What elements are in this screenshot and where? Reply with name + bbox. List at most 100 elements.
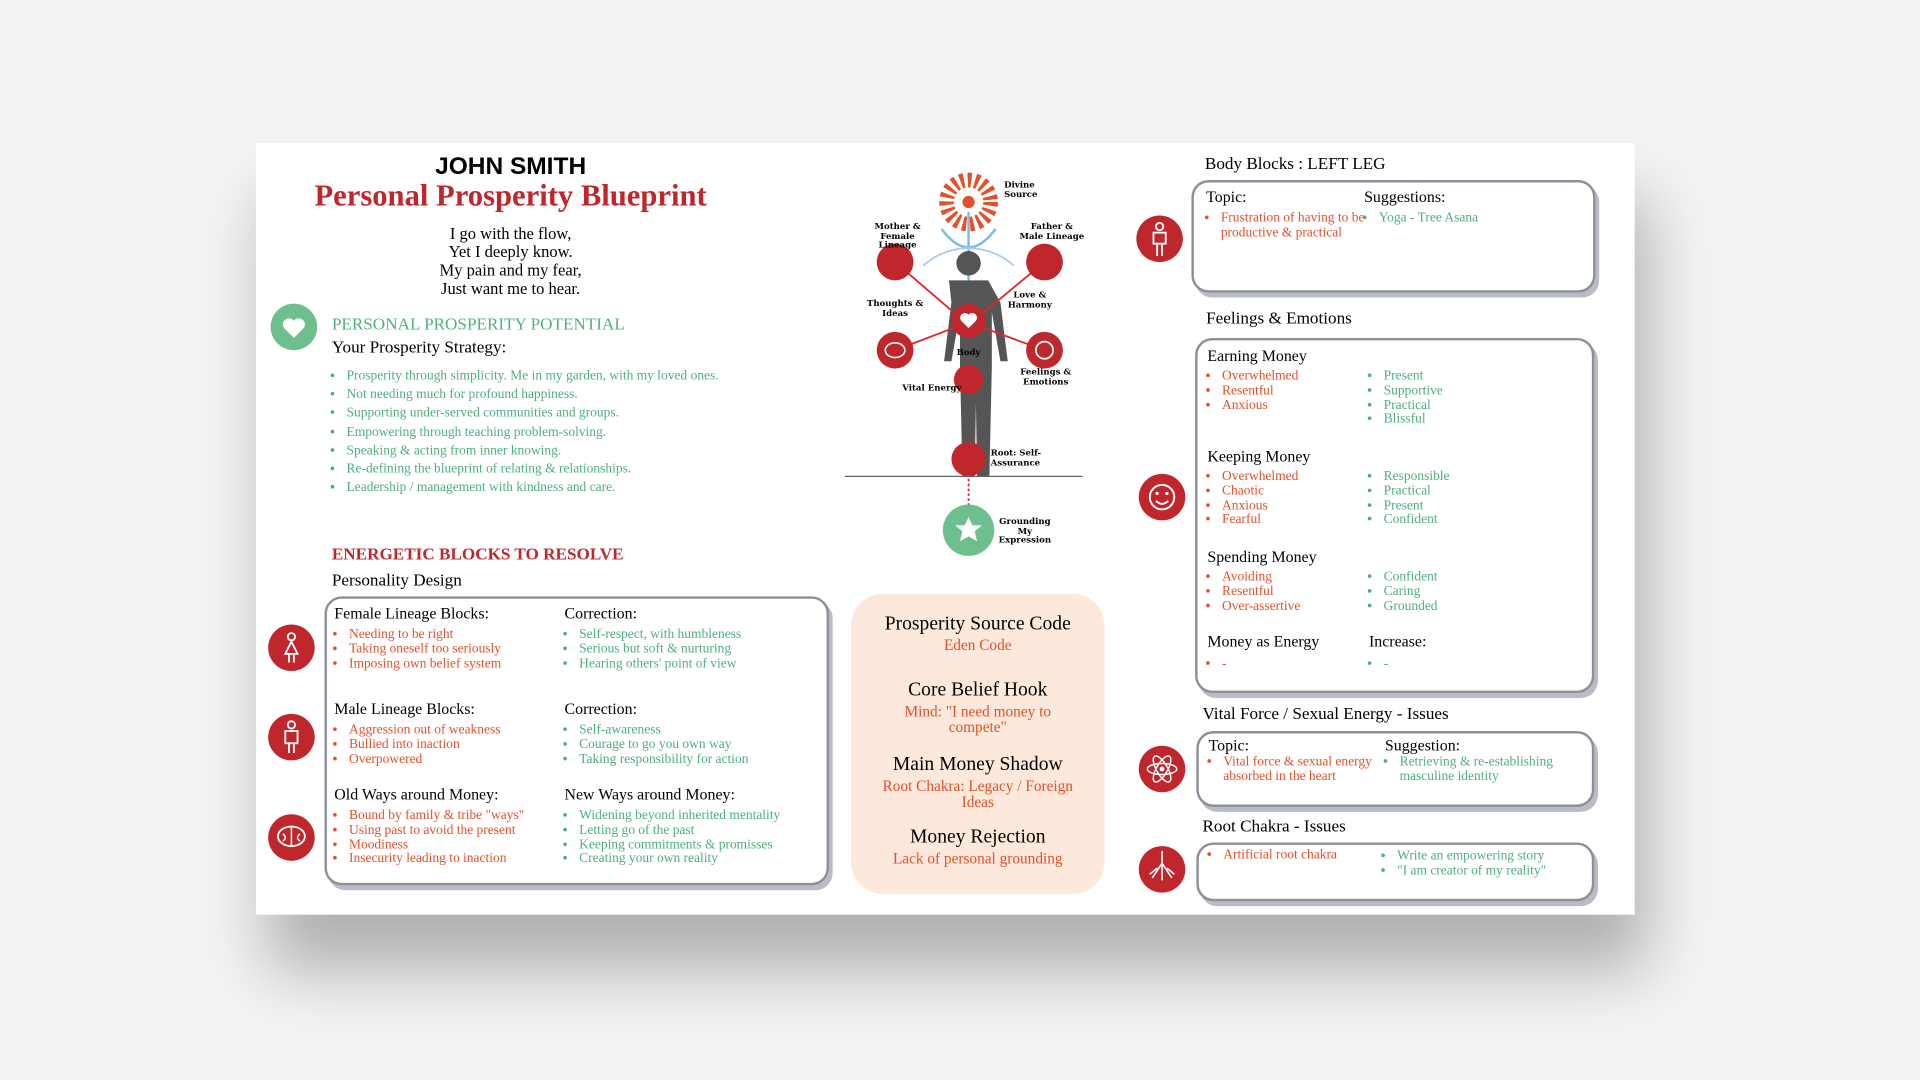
section-heading: Body Blocks : LEFT LEG	[1204, 155, 1386, 174]
group-title: New Ways around Money:	[564, 784, 735, 804]
list-item: Vital force & sexual energy absorbed in …	[1223, 755, 1388, 785]
group-title: Keeping Money	[1207, 446, 1311, 466]
document-title: Personal Prosperity Blueprint	[314, 180, 707, 214]
diagram-label: Feelings & Emotions	[1020, 366, 1072, 387]
group-title: Earning Money	[1207, 346, 1307, 365]
heart-icon	[270, 303, 318, 351]
poem-line: Yet I deeply know.	[448, 242, 573, 261]
list-item: Using past to avoid the present	[349, 823, 576, 838]
list-item: Resentful	[1222, 383, 1375, 398]
list-item: Self-awareness	[579, 723, 842, 738]
list-item: Fearful	[1222, 513, 1375, 528]
list-item: Write an empowering story	[1397, 849, 1605, 864]
list-item: Overpowered	[349, 752, 576, 767]
list-item: Serious but soft & nurturing	[579, 642, 842, 657]
root-icon	[1138, 846, 1186, 893]
list-item: Hearing others' point of view	[579, 656, 842, 671]
poem-line: Just want me to hear.	[441, 279, 581, 298]
group-title: Old Ways around Money:	[334, 784, 499, 804]
list-item: -	[1384, 657, 1592, 672]
list-item: Supportive	[1384, 383, 1592, 398]
list-item: Bound by family & tribe "ways"	[349, 808, 576, 823]
list-item: Avoiding	[1222, 570, 1375, 585]
section-heading: Root Chakra - Issues	[1202, 817, 1346, 837]
body-blocks-box: Topic: Suggestions: Frustration of having …	[1191, 180, 1596, 293]
bullet-list: Self-respect, with humblenessSerious but…	[564, 627, 842, 671]
list-item: Widening beyond inherited mentality	[579, 808, 842, 823]
diagram-label: Body	[956, 346, 981, 358]
section-heading: ENERGETIC BLOCKS TO RESOLVE	[331, 546, 624, 565]
section-subheading: Personality Design	[331, 571, 462, 591]
list-item: Retrieving & re-establishing masculine i…	[1400, 755, 1608, 785]
section-title: Main Money Shadow	[892, 754, 1063, 776]
list-item: Keeping commitments & promisses	[579, 837, 842, 852]
diagram-label: Love & Harmony	[1007, 288, 1052, 310]
list-item: Letting go of the past	[579, 823, 842, 838]
list-item: Confident	[1384, 570, 1592, 585]
bullet-list: Prosperity through simplicity. Me in my …	[332, 367, 861, 497]
list-item: Caring	[1384, 584, 1592, 599]
list-item: Responsible	[1384, 469, 1592, 484]
group-title: Correction:	[564, 603, 638, 623]
bullet-list: Retrieving & re-establishing masculine i…	[1385, 755, 1608, 785]
list-item: Anxious	[1222, 398, 1375, 413]
diagram-label: Mother & Female Lineage	[874, 220, 921, 250]
box-subtitle: Eden Code	[943, 636, 1012, 654]
diagram-label: Vital Energy	[902, 382, 962, 394]
list-item: Moodiness	[349, 837, 576, 852]
list-item: Overwhelmed	[1222, 469, 1375, 484]
section-heading: Feelings & Emotions	[1206, 309, 1352, 329]
list-item: Speaking & acting from inner knowing.	[347, 442, 861, 461]
list-item: -	[1222, 657, 1375, 672]
section-title: Core Belief Hook	[908, 679, 1048, 701]
blocks-box: Female Lineage Blocks: Correction: Needing…	[324, 596, 829, 886]
column-title: Suggestion:	[1384, 735, 1461, 755]
diagram-label: Thoughts & Ideas	[866, 297, 924, 318]
bullet-list: Needing to be rightTaking oneself too se…	[334, 627, 576, 671]
list-item: Chaotic	[1222, 484, 1375, 499]
list-item: Present	[1384, 498, 1592, 513]
list-item: Resentful	[1222, 584, 1375, 599]
list-item: Re-defining the blueprint of relating & …	[347, 460, 861, 479]
group-title: Money as Energy	[1207, 631, 1320, 651]
list-item: Blissful	[1384, 412, 1592, 427]
bullet-list: ResponsiblePracticalPresentConfident	[1369, 469, 1592, 528]
bullet-list: Vital force & sexual energy absorbed in …	[1209, 755, 1389, 785]
list-item: Bullied into inaction	[349, 737, 576, 752]
section-text: Root Chakra: Legacy / Foreign Ideas	[882, 777, 1073, 811]
list-item: Frustration of having to be productive &…	[1221, 211, 1374, 241]
section-subheading: Your Prosperity Strategy:	[331, 339, 507, 358]
group-title: Increase:	[1368, 631, 1427, 651]
vital-box: Topic: Suggestion:Vital force & sexual en…	[1196, 731, 1595, 807]
box-title: Prosperity Source Code	[884, 613, 1071, 635]
section-heading: Vital Force / Sexual Energy - Issues	[1202, 705, 1449, 724]
column-title: Topic:	[1208, 735, 1250, 755]
list-item: Artificial root chakra	[1223, 848, 1388, 863]
bullet-list: Artificial root chakra	[1209, 848, 1389, 863]
bullet-list: Bound by family & tribe "ways"Using past…	[334, 808, 576, 867]
list-item: Leadership / management with kindness an…	[347, 479, 861, 498]
list-item: Needing to be right	[349, 627, 576, 642]
list-item: Creating your own reality	[579, 852, 842, 867]
list-item: Overwhelmed	[1222, 369, 1375, 384]
bullet-list: Self-awarenessCourage to go you own wayT…	[564, 723, 842, 767]
column-title: Suggestions:	[1364, 187, 1446, 206]
group-title: Male Lineage Blocks:	[334, 699, 475, 718]
bullet-list: Write an empowering story"I am creator o…	[1382, 849, 1605, 879]
group-title: Spending Money	[1207, 547, 1317, 566]
body-diagram	[844, 172, 1083, 556]
poem-line: My pain and my fear,	[439, 260, 582, 280]
section-text: Mind: "I need money to compete"	[904, 702, 1052, 736]
list-item: Taking oneself too seriously	[349, 642, 576, 657]
female-icon	[268, 624, 315, 672]
bullet-list: ConfidentCaringGrounded	[1369, 570, 1592, 614]
bullet-list: OverwhelmedResentfulAnxious	[1207, 369, 1375, 413]
list-item: Not needing much for profound happiness.	[347, 386, 861, 405]
male-icon	[268, 713, 315, 761]
bullet-list: Yoga - Tree Asana	[1364, 211, 1587, 226]
group-title: Correction:	[564, 699, 638, 718]
list-item: Practical	[1384, 484, 1592, 499]
graphics	[268, 172, 1186, 893]
